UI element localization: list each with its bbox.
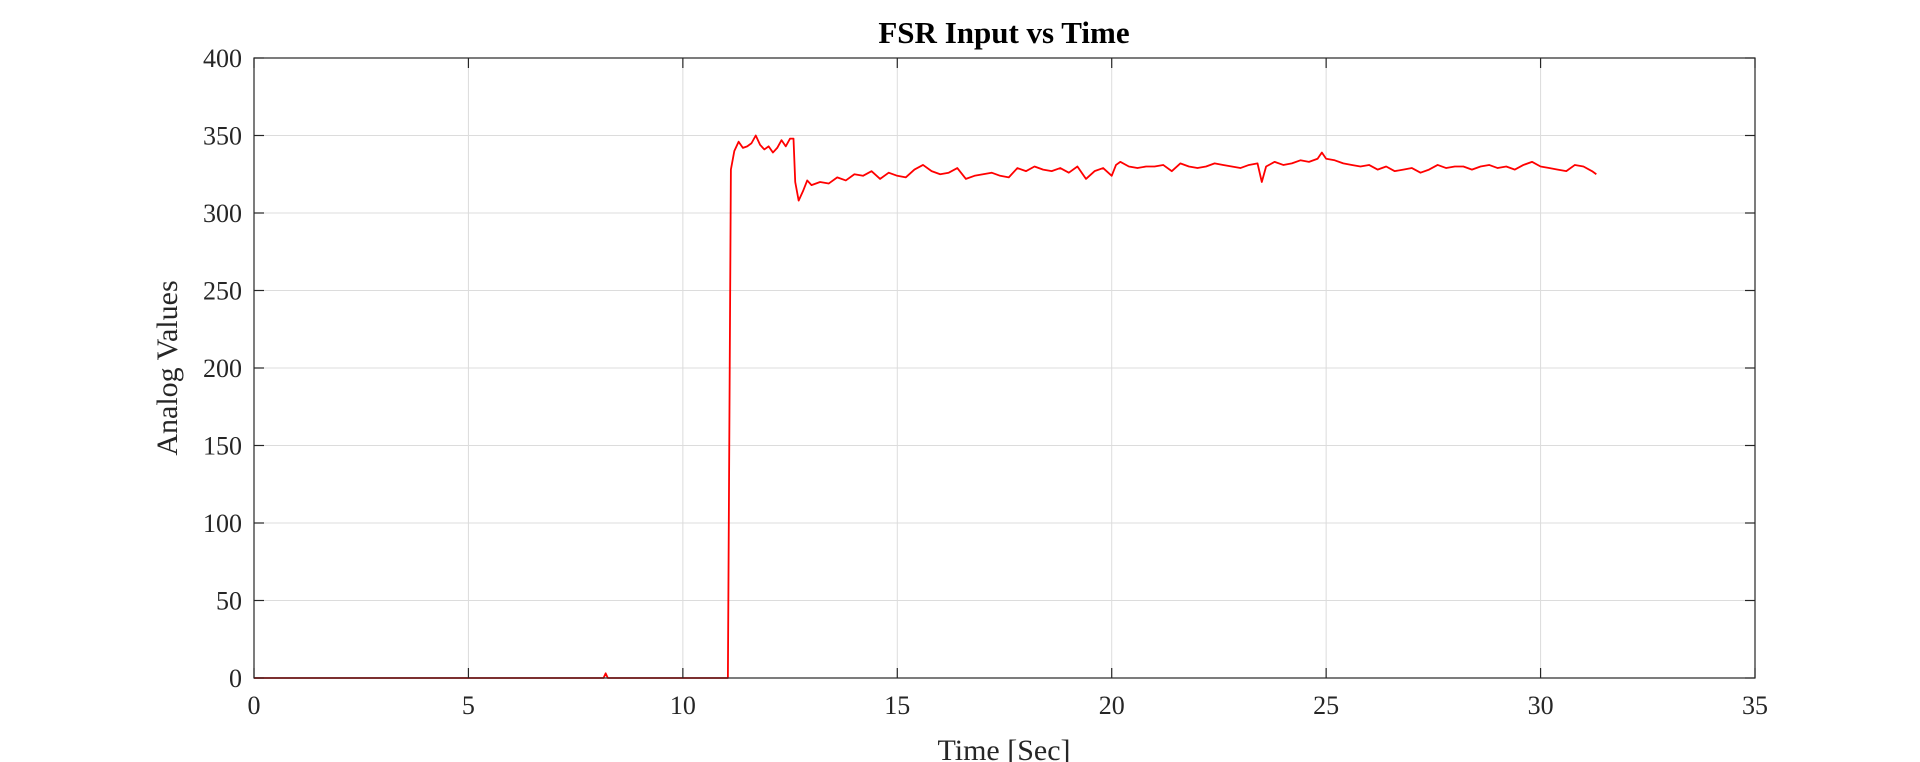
x-tick-label: 5 (462, 691, 475, 720)
x-tick-label: 20 (1099, 691, 1125, 720)
y-tick-label: 350 (203, 122, 242, 151)
x-tick-label: 25 (1313, 691, 1339, 720)
x-tick-label: 0 (248, 691, 261, 720)
series-line-0 (254, 134, 1597, 679)
series-layer (254, 134, 1597, 679)
y-tick-label: 50 (216, 587, 242, 616)
chart-title: FSR Input vs Time (878, 15, 1129, 50)
y-tick-label: 300 (203, 199, 242, 228)
x-tick-label: 15 (884, 691, 910, 720)
y-tick-label: 250 (203, 277, 242, 306)
y-tick-label: 150 (203, 432, 242, 461)
y-tick-label: 400 (203, 44, 242, 73)
grid-lines (254, 58, 1755, 678)
x-tick-label: 30 (1528, 691, 1554, 720)
y-tick-label: 100 (203, 509, 242, 538)
x-tick-label: 35 (1742, 691, 1768, 720)
y-tick-label: 200 (203, 354, 242, 383)
x-tick-label: 10 (670, 691, 696, 720)
y-axis-label: Analog Values (151, 280, 184, 455)
x-axis-label: Time [Sec] (937, 734, 1070, 762)
y-tick-label: 0 (229, 664, 242, 693)
